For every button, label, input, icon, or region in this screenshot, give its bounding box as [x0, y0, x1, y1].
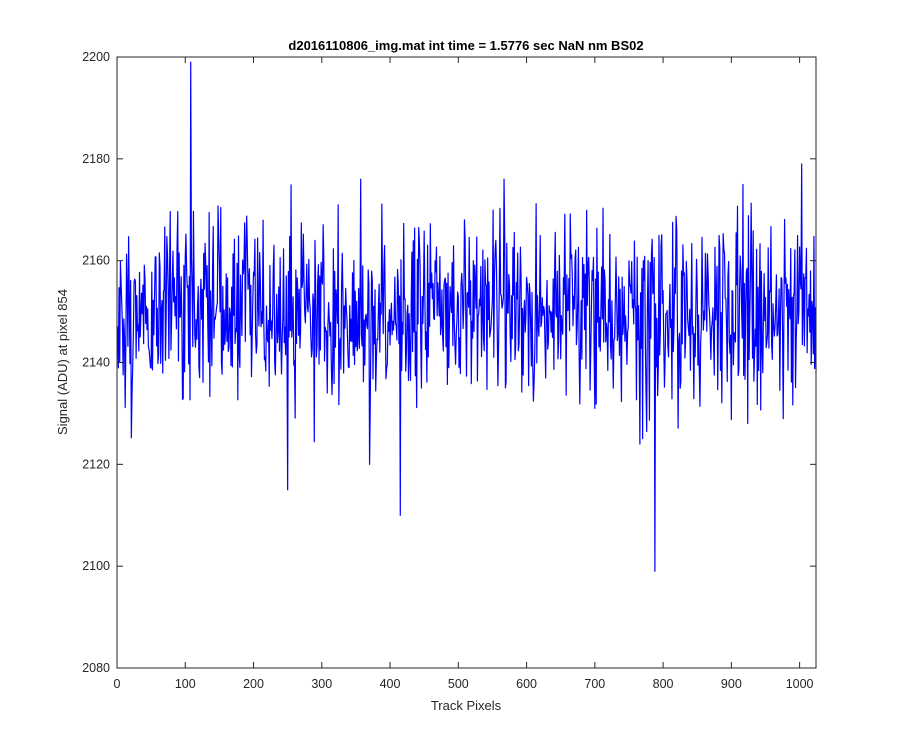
series-layer	[117, 61, 817, 572]
x-axis: 0 100 200 300 400 500 600 700 800 900 1000	[114, 57, 814, 691]
x-tick-label: 1000	[786, 677, 814, 691]
x-tick-label: 700	[584, 677, 605, 691]
y-tick-label: 2100	[82, 559, 110, 573]
x-tick-label: 800	[653, 677, 674, 691]
x-tick-label: 900	[721, 677, 742, 691]
y-tick-label: 2180	[82, 152, 110, 166]
y-tick-label: 2080	[82, 661, 110, 675]
y-tick-label: 2140	[82, 356, 110, 370]
x-tick-label: 100	[175, 677, 196, 691]
x-tick-label: 500	[448, 677, 469, 691]
y-tick-label: 2160	[82, 254, 110, 268]
x-axis-label: Track Pixels	[431, 698, 502, 713]
y-axis-label: Signal (ADU) at pixel 854	[55, 289, 70, 435]
y-tick-label: 2200	[82, 50, 110, 64]
x-tick-label: 0	[114, 677, 121, 691]
chart-title: d2016110806_img.mat int time = 1.5776 se…	[288, 38, 643, 53]
series-line	[117, 61, 817, 572]
x-tick-label: 300	[311, 677, 332, 691]
y-tick-label: 2120	[82, 457, 110, 471]
x-tick-label: 200	[243, 677, 264, 691]
x-tick-label: 600	[516, 677, 537, 691]
y-axis: 2080 2100 2120 2140 2160 2180 2200	[82, 50, 816, 675]
x-tick-label: 400	[380, 677, 401, 691]
